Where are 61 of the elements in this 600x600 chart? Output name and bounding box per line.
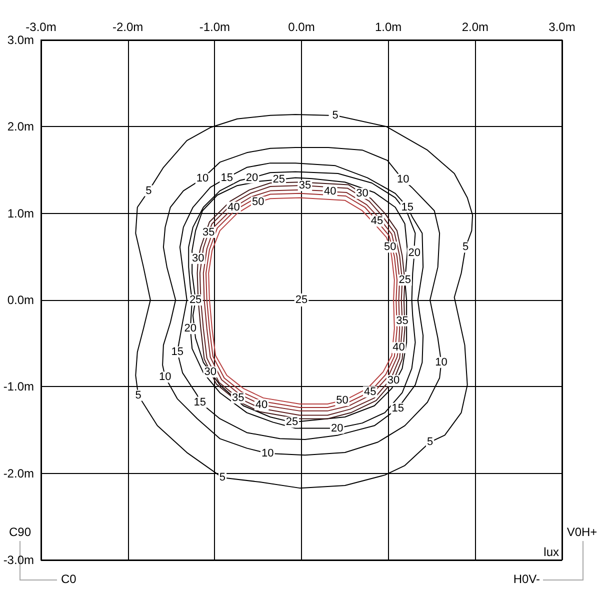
annotation: 45	[370, 215, 384, 228]
y-tick-label: 0.0m	[7, 293, 34, 307]
annotation: 25	[189, 294, 202, 306]
annotation: 10	[262, 447, 274, 460]
annotation: 25	[272, 174, 286, 186]
annotation: 30	[356, 187, 368, 200]
annotation: 20	[246, 172, 258, 184]
annotation: 40	[392, 342, 405, 354]
annotation: 5	[135, 389, 142, 402]
y-tick-label: 2.0m	[7, 120, 34, 134]
y-tick-label: 1.0m	[7, 206, 34, 220]
annotation: 30	[387, 374, 400, 387]
annotation: lux	[544, 545, 559, 559]
annotation: 35	[396, 314, 408, 327]
y-tick-label: -1.0m	[3, 380, 34, 394]
text: H0V-	[513, 572, 540, 586]
x-tick-label: -1.0m	[199, 20, 230, 34]
annotation: 10	[396, 174, 410, 186]
x-tick-label: 1.0m	[374, 20, 402, 34]
text: C0	[61, 572, 77, 586]
annotation: 10	[435, 356, 448, 368]
annotation: 40	[324, 186, 336, 198]
annotation: 15	[194, 396, 206, 408]
annotation: 45	[364, 386, 376, 398]
annotation: 25	[295, 294, 308, 306]
annotation: 50	[252, 196, 264, 208]
annotation: 15	[401, 201, 414, 214]
annotation: 20	[184, 322, 196, 335]
annotation: 50	[384, 241, 396, 254]
annotation: 10	[159, 371, 172, 384]
annotation: 10	[196, 172, 209, 185]
x-tick-label: -2.0m	[112, 20, 144, 34]
y-tick-label: -3.0m	[3, 553, 34, 567]
annotation: 35	[298, 180, 312, 192]
annotation: 40	[255, 398, 268, 411]
x-tick-label: -3.0m	[26, 20, 56, 34]
annotation: 25	[286, 416, 298, 428]
annotation: 25	[398, 274, 411, 286]
annotation: 20	[408, 247, 421, 260]
x-tick-label: 2.0m	[462, 20, 489, 34]
annotation: 5	[219, 472, 226, 484]
x-tick-label: 0.0m	[288, 20, 315, 34]
annotation: 20	[330, 422, 344, 434]
annotation: 40	[228, 201, 240, 214]
annotation: 35	[232, 392, 244, 404]
annotation: 15	[220, 172, 233, 184]
annotation: 5	[462, 241, 469, 254]
annotation: 15	[171, 346, 184, 358]
annotation: 50	[336, 394, 348, 407]
x-tick-label: 3.0m	[548, 20, 576, 34]
annotation: 5	[426, 436, 434, 448]
annotation: 15	[392, 402, 404, 414]
annotation: 5	[146, 184, 152, 197]
y-tick-label: -2.0m	[3, 466, 34, 480]
text: V0H+	[566, 525, 598, 539]
annotation: 5	[332, 109, 338, 122]
annotation: 35	[202, 226, 215, 238]
annotation: 30	[204, 366, 216, 378]
y-tick-label: 3.0m	[7, 33, 34, 47]
text: C90	[8, 525, 32, 539]
annotation: 30	[192, 252, 204, 264]
